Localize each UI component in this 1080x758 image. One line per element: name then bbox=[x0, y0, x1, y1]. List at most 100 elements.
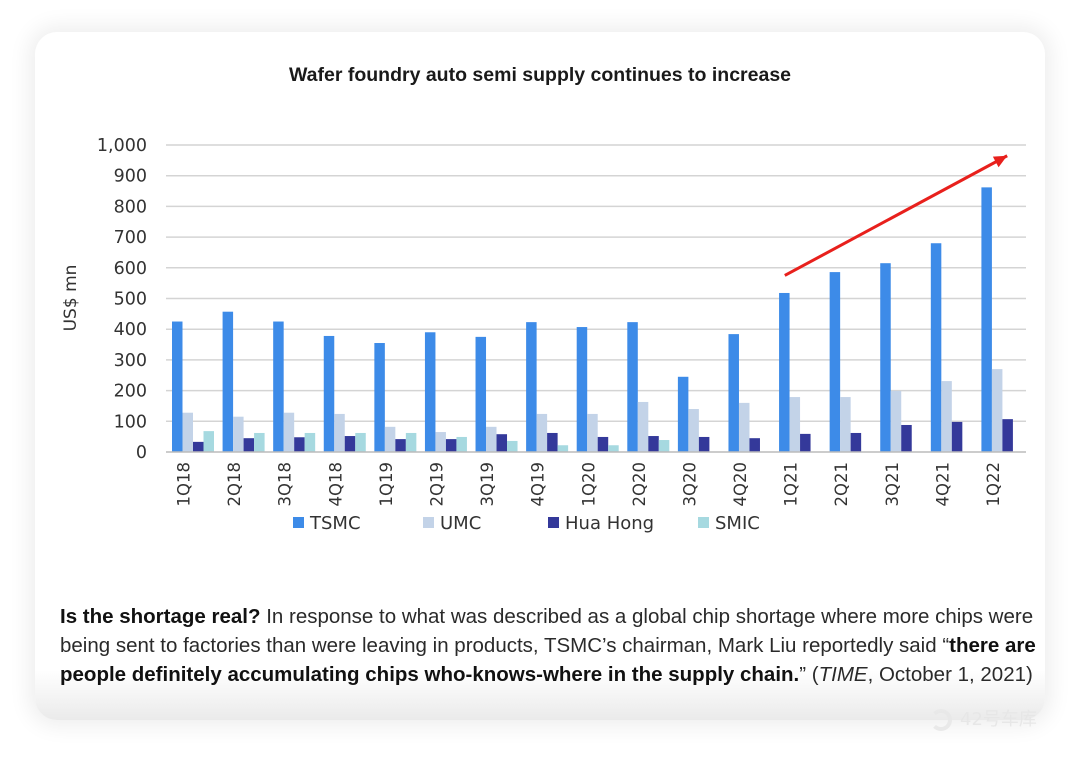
bar-umc bbox=[587, 413, 598, 452]
bar-smic bbox=[557, 445, 569, 452]
caption-date: , October 1, 2021) bbox=[867, 663, 1033, 686]
x-tick-label: 1Q22 bbox=[984, 462, 1003, 506]
trend-arrow-line bbox=[784, 154, 1008, 277]
x-tick-label: 3Q20 bbox=[680, 462, 699, 506]
bar-hua-hong bbox=[597, 436, 609, 452]
legend-swatch bbox=[293, 517, 304, 528]
caption-paragraph: Is the shortage real? In response to wha… bbox=[60, 602, 1050, 689]
caption-source: TIME bbox=[818, 663, 868, 686]
y-tick-label: 900 bbox=[114, 167, 147, 187]
x-tick-label: 2Q18 bbox=[225, 462, 244, 506]
bar-umc bbox=[536, 413, 548, 452]
bar-tsmc bbox=[323, 335, 335, 452]
x-tick-label: 4Q19 bbox=[529, 462, 548, 506]
bar-hua-hong bbox=[547, 432, 558, 452]
bars bbox=[172, 187, 1013, 452]
bar-umc bbox=[840, 397, 851, 452]
bar-hua-hong bbox=[243, 438, 255, 452]
watermark: 42号车库 bbox=[930, 705, 1037, 731]
trend-arrow-head bbox=[992, 155, 1008, 168]
bar-hua-hong bbox=[395, 439, 406, 452]
caption-quote: there are people definitely accumulating… bbox=[60, 634, 1036, 686]
caption-body: In response to what was described as a g… bbox=[60, 605, 1034, 657]
bar-hua-hong bbox=[749, 438, 760, 452]
y-tick-label: 600 bbox=[114, 259, 147, 279]
bar-tsmc bbox=[627, 322, 638, 452]
bar-tsmc bbox=[526, 322, 537, 452]
watermark-text: 42号车库 bbox=[960, 709, 1037, 730]
bar-hua-hong bbox=[951, 421, 963, 452]
bar-tsmc bbox=[424, 332, 436, 452]
bar-umc bbox=[435, 432, 446, 452]
legend-swatch bbox=[423, 517, 434, 528]
x-tick-label: 3Q19 bbox=[478, 462, 497, 506]
bar-hua-hong bbox=[698, 436, 710, 452]
y-axis-label: US$ mn bbox=[61, 265, 81, 332]
x-tick-label: 4Q21 bbox=[933, 462, 952, 506]
bar-umc bbox=[233, 416, 244, 452]
bar-smic bbox=[254, 432, 265, 452]
x-axis-ticks: 1Q18 2Q18 3Q18 4Q18 1Q19 2Q19 3Q19 4Q19 1Q20 2Q20… bbox=[175, 462, 1003, 506]
y-tick-label: 800 bbox=[114, 197, 147, 217]
x-tick-label: 3Q21 bbox=[883, 462, 902, 506]
x-tick-label: 2Q21 bbox=[832, 462, 851, 506]
bar-smic bbox=[608, 445, 619, 452]
bar-umc bbox=[182, 412, 193, 452]
y-tick-label: 700 bbox=[114, 228, 147, 248]
y-tick-label: 1,000 bbox=[97, 136, 147, 156]
bar-umc bbox=[991, 369, 1003, 452]
trend-arrow bbox=[784, 154, 1008, 277]
legend-label: UMC bbox=[440, 513, 481, 534]
x-tick-label: 4Q18 bbox=[326, 462, 345, 506]
x-tick-label: 1Q21 bbox=[782, 462, 801, 506]
legend-label: TSMC bbox=[309, 513, 361, 534]
caption-open-quote: “ bbox=[942, 634, 950, 657]
card-bottom-fade bbox=[35, 670, 1045, 720]
bar-smic bbox=[355, 432, 366, 452]
legend-label: Hua Hong bbox=[565, 513, 654, 534]
bar-hua-hong bbox=[294, 437, 305, 452]
x-tick-label: 2Q19 bbox=[427, 462, 446, 506]
bar-smic bbox=[456, 436, 467, 452]
caption-lead: Is the shortage real? bbox=[60, 605, 261, 628]
x-tick-label: 4Q20 bbox=[731, 462, 750, 506]
y-tick-label: 200 bbox=[114, 382, 147, 402]
bar-tsmc bbox=[222, 311, 234, 452]
garage-logo-icon bbox=[930, 709, 952, 731]
caption-close-quote: ” ( bbox=[799, 663, 819, 686]
bar-umc bbox=[738, 402, 750, 452]
content-card bbox=[35, 32, 1045, 720]
y-tick-label: 100 bbox=[114, 412, 147, 432]
x-tick-label: 2Q20 bbox=[630, 462, 649, 506]
bar-tsmc bbox=[779, 292, 790, 452]
bar-tsmc bbox=[880, 263, 891, 452]
bar-hua-hong bbox=[648, 436, 659, 452]
bar-hua-hong bbox=[344, 436, 356, 452]
y-tick-label: 300 bbox=[114, 351, 147, 371]
bar-hua-hong bbox=[850, 432, 862, 452]
bar-umc bbox=[890, 390, 902, 452]
bar-smic bbox=[304, 432, 316, 452]
y-tick-label: 0 bbox=[136, 443, 147, 463]
bar-tsmc bbox=[576, 327, 588, 452]
bar-smic bbox=[658, 440, 670, 452]
y-tick-label: 500 bbox=[114, 290, 147, 310]
chart-title: Wafer foundry auto semi supply continues… bbox=[288, 64, 792, 86]
bar-hua-hong bbox=[496, 434, 508, 452]
bar-umc bbox=[637, 401, 649, 452]
legend-label: SMIC bbox=[715, 513, 760, 534]
bar-umc bbox=[334, 413, 345, 452]
bar-tsmc bbox=[930, 243, 942, 452]
bar-umc bbox=[688, 409, 699, 452]
bar-tsmc bbox=[728, 334, 739, 452]
legend-swatch bbox=[548, 517, 559, 528]
bar-tsmc bbox=[475, 336, 487, 452]
legend: TSMC UMC Hua Hong SMIC bbox=[293, 513, 760, 534]
gridlines bbox=[166, 144, 1026, 423]
x-tick-label: 1Q18 bbox=[175, 462, 194, 506]
x-tick-label: 1Q19 bbox=[377, 462, 396, 506]
bar-tsmc bbox=[677, 376, 689, 452]
bar-umc bbox=[941, 381, 952, 452]
bar-umc bbox=[486, 426, 497, 452]
